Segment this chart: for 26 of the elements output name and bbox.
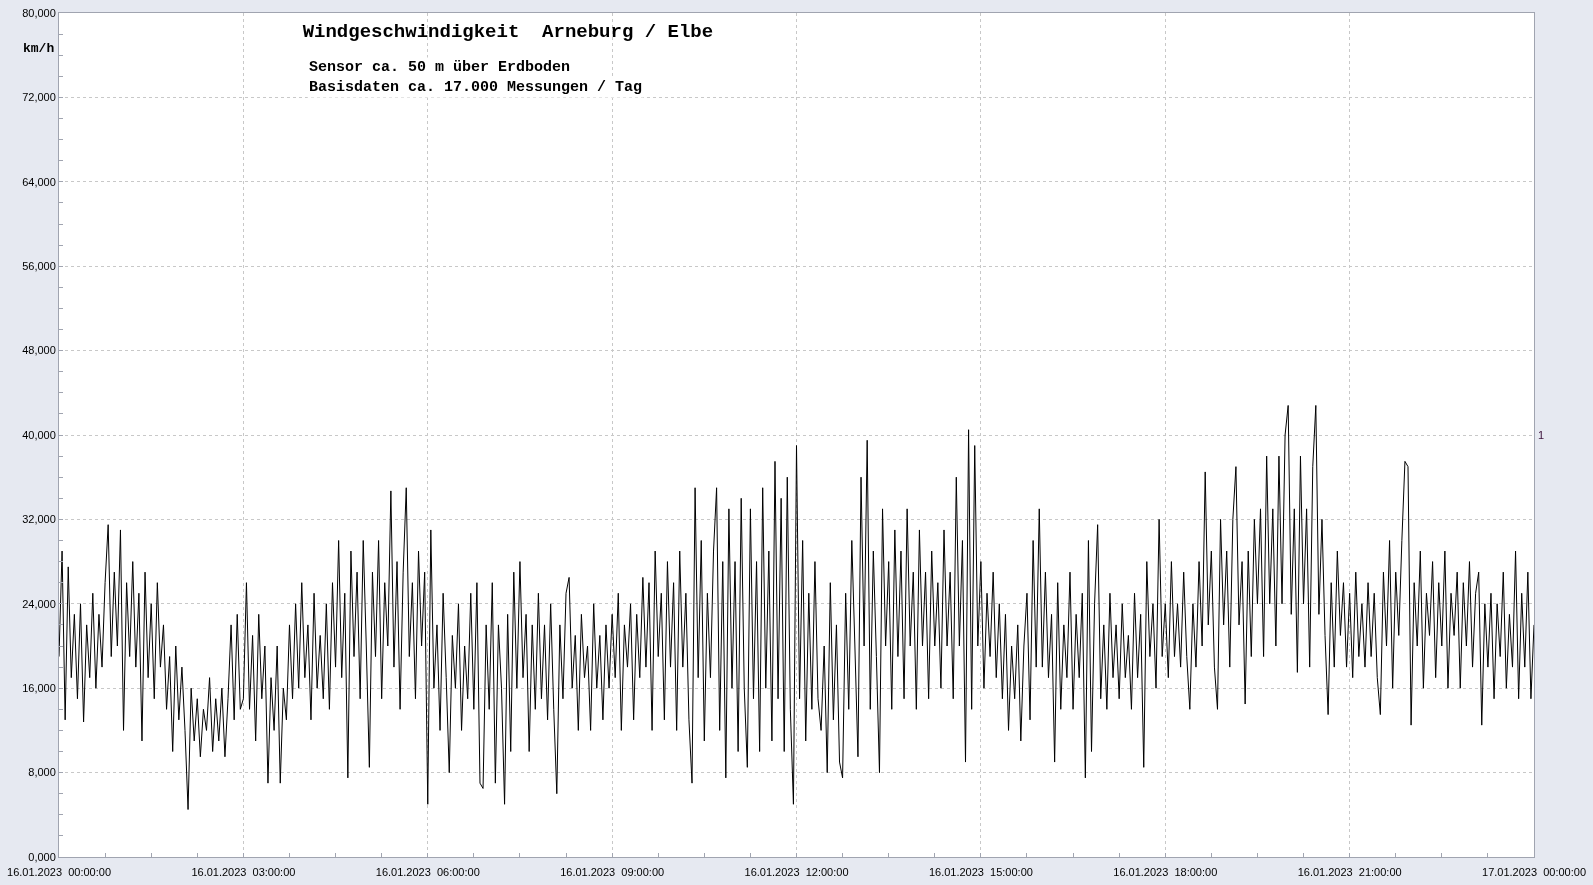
y-tick-label: 56,000 bbox=[22, 260, 56, 273]
y-tick-label: 16,000 bbox=[22, 682, 56, 695]
y-tick-label: 48,000 bbox=[22, 344, 56, 357]
x-tick-label: 16.01.2023 06:00:00 bbox=[375, 866, 480, 879]
y-axis-title: km/h bbox=[23, 41, 55, 56]
x-tick-label: 17.01.2023 00:00:00 bbox=[1482, 866, 1586, 879]
y-tick-label: 32,000 bbox=[22, 513, 56, 526]
y-tick-label: 64,000 bbox=[22, 175, 56, 188]
x-tick-label: 16.01.2023 15:00:00 bbox=[928, 866, 1033, 879]
y-tick-label: 0,000 bbox=[28, 850, 56, 863]
annotation: Sensor ca. 50 m über Erdboden bbox=[309, 59, 571, 76]
y-tick-label: 40,000 bbox=[22, 428, 56, 441]
y-tick-label: 8,000 bbox=[28, 766, 56, 779]
x-tick-label: 16.01.2023 09:00:00 bbox=[560, 866, 665, 879]
x-tick-label: 16.01.2023 03:00:00 bbox=[191, 866, 296, 879]
annotation: Basisdaten ca. 17.000 Messungen / Tag bbox=[309, 79, 643, 96]
x-tick-label: 16.01.2023 21:00:00 bbox=[1297, 866, 1402, 879]
line-series bbox=[59, 404, 1534, 811]
x-tick-label: 16.01.2023 00:00:00 bbox=[7, 866, 111, 879]
y-tick-label: 80,000 bbox=[22, 6, 56, 19]
x-tick-label: 16.01.2023 18:00:00 bbox=[1113, 866, 1218, 879]
x-tick-label: 16.01.2023 12:00:00 bbox=[744, 866, 849, 879]
y-tick-label: 24,000 bbox=[22, 597, 56, 610]
y-tick-label: 72,000 bbox=[22, 91, 56, 104]
text: 1 bbox=[1538, 429, 1545, 441]
text: Windgeschwindigkeit Arneburg / Elbe bbox=[302, 21, 714, 44]
